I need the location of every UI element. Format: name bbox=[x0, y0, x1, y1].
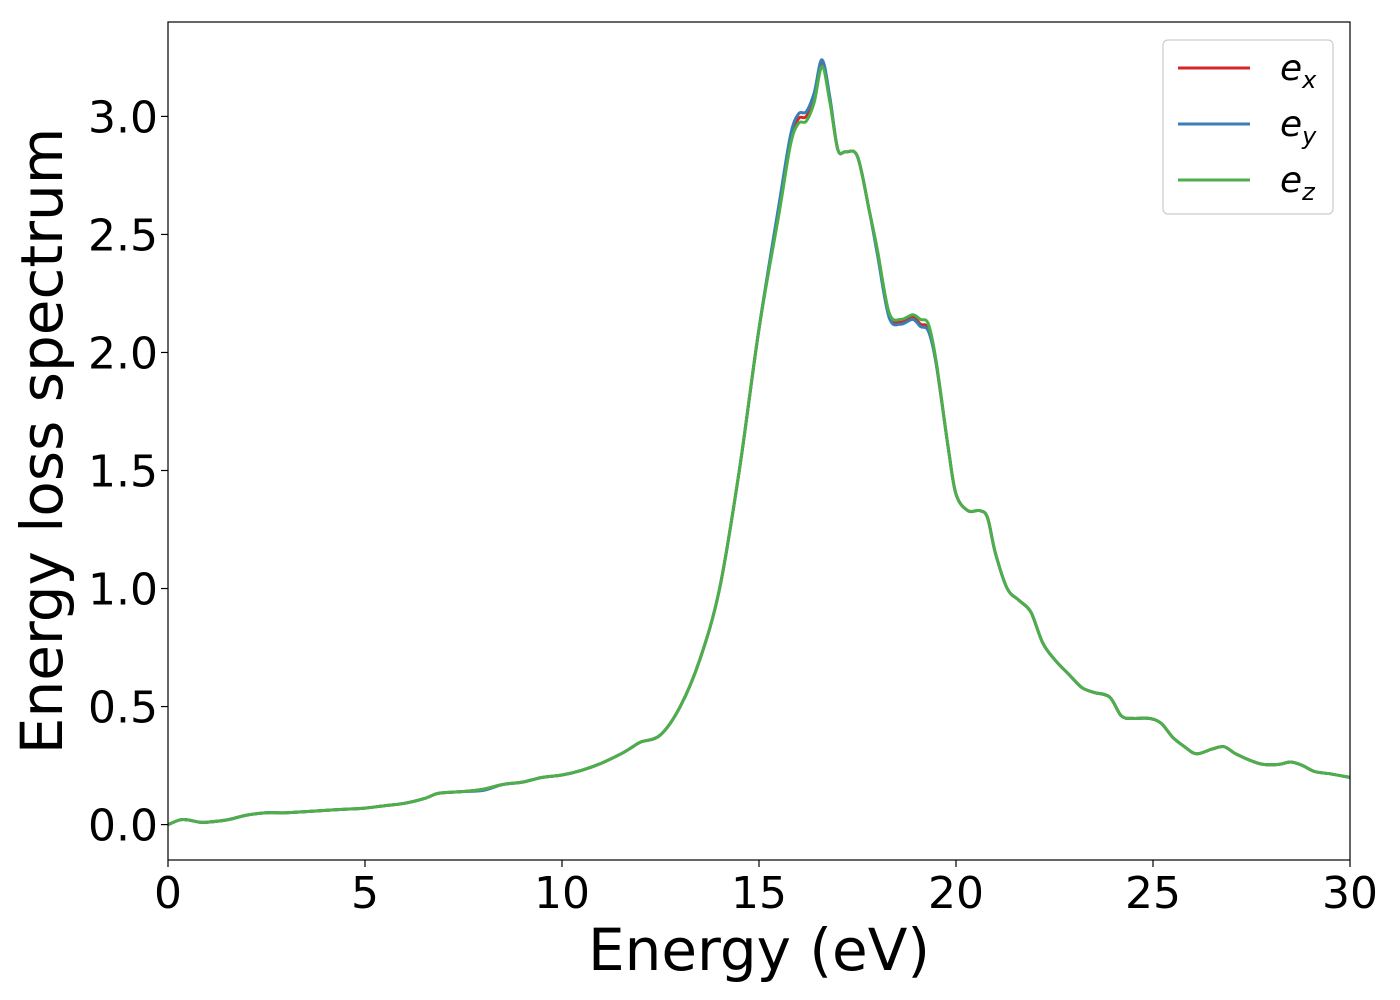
x-tick-label: 10 bbox=[534, 868, 590, 919]
y-axis-ticks: 0.0 0.5 1.0 1.5 2.0 2.5 3.0 bbox=[88, 92, 168, 852]
x-tick-label: 30 bbox=[1322, 868, 1378, 919]
series-line-z bbox=[167, 65, 1351, 826]
legend-label-x: ex bbox=[1280, 48, 1317, 94]
x-tick-label: 5 bbox=[351, 868, 379, 919]
legend-items: ex ey ez bbox=[1178, 48, 1317, 206]
series-layer bbox=[167, 58, 1351, 826]
legend-label-y: ey bbox=[1280, 104, 1317, 150]
x-axis-label: Energy (eV) bbox=[588, 916, 930, 984]
y-tick-label: 2.0 bbox=[88, 328, 158, 379]
x-tick-label: 15 bbox=[731, 868, 787, 919]
legend-label-z: ez bbox=[1280, 160, 1316, 206]
y-tick-label: 2.5 bbox=[88, 210, 158, 261]
x-tick-label: 25 bbox=[1125, 868, 1181, 919]
y-tick-label: 1.5 bbox=[88, 447, 158, 498]
x-tick-label: 0 bbox=[154, 868, 182, 919]
legend-box bbox=[1162, 39, 1334, 215]
y-tick-label: 0.5 bbox=[88, 683, 158, 734]
x-tick-label: 20 bbox=[928, 868, 984, 919]
y-tick-label: 0.0 bbox=[88, 801, 158, 852]
y-tick-label: 3.0 bbox=[88, 92, 158, 143]
y-tick-label: 1.0 bbox=[88, 565, 158, 616]
x-axis-ticks: 0 5 10 15 20 25 30 bbox=[154, 860, 1378, 919]
y-axis-label: Energy loss spectrum bbox=[8, 128, 76, 754]
legend: ex ey ez bbox=[1162, 39, 1334, 215]
